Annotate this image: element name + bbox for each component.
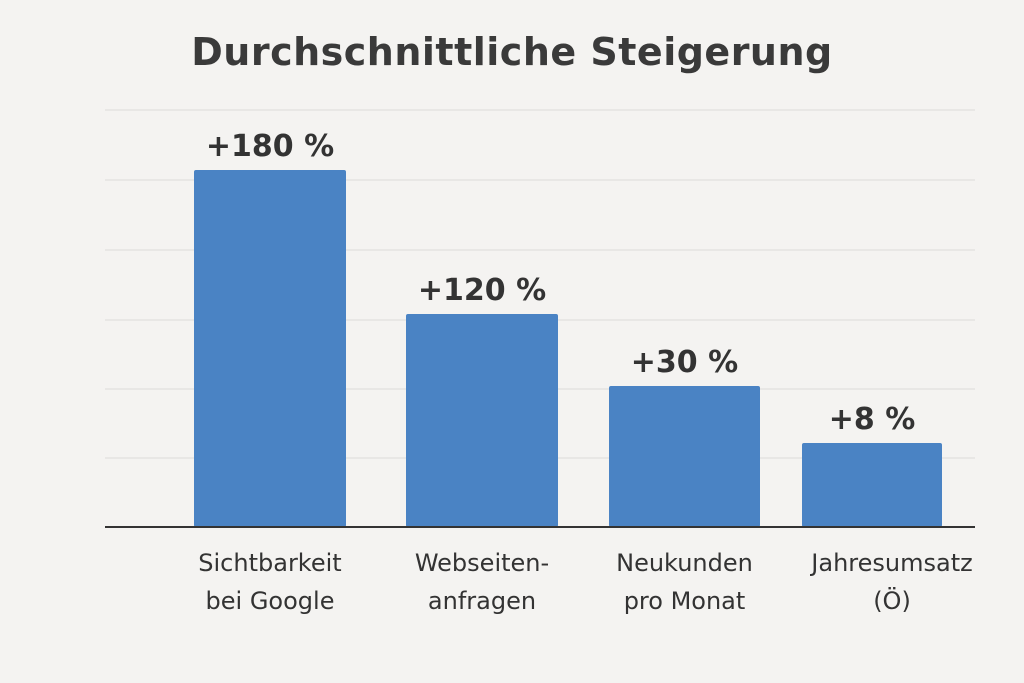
bar bbox=[406, 314, 558, 527]
data-label: +8 % bbox=[829, 402, 916, 437]
chart-title: Durchschnittliche Steigerung bbox=[191, 30, 833, 74]
x-tick-label: Sichtbarkeit bbox=[198, 549, 341, 577]
x-tick-label: Neukunden bbox=[616, 549, 753, 577]
x-tick-label: anfragen bbox=[428, 587, 536, 615]
x-tick-label: pro Monat bbox=[624, 587, 746, 615]
x-tick-label: bei Google bbox=[206, 587, 335, 615]
data-label: +30 % bbox=[631, 345, 738, 380]
bar bbox=[194, 170, 346, 527]
bar bbox=[802, 443, 942, 527]
x-tick-label: Webseiten- bbox=[415, 549, 549, 577]
bar bbox=[609, 386, 760, 527]
data-label: +180 % bbox=[206, 129, 334, 164]
data-label: +120 % bbox=[418, 273, 546, 308]
x-tick-label: (Ö) bbox=[873, 586, 911, 615]
x-tick-label: Jahresumsatz bbox=[809, 549, 972, 577]
